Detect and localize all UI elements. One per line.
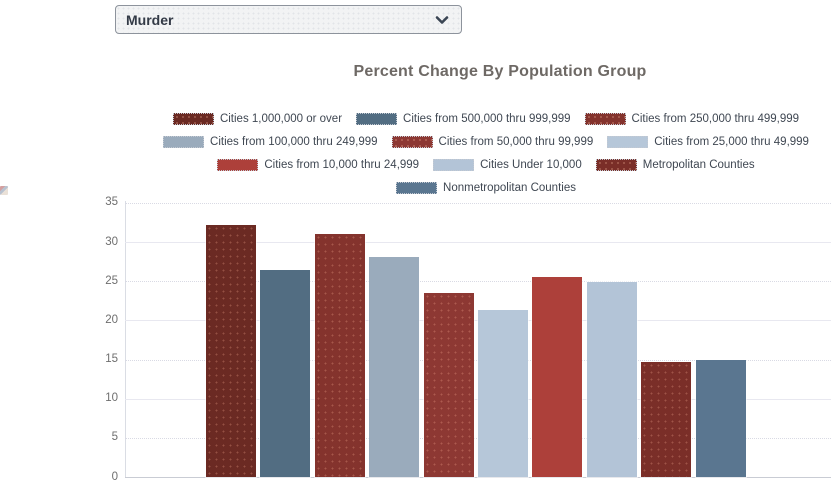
bar-3[interactable] xyxy=(313,233,366,478)
legend-label: Cities Under 10,000 xyxy=(480,158,582,171)
legend-swatch-icon xyxy=(396,181,438,194)
legend-item[interactable]: Cities from 100,000 thru 249,999 xyxy=(163,135,378,148)
crime-type-select[interactable]: Murder xyxy=(115,5,462,34)
x-axis-line xyxy=(125,477,831,478)
bar-9[interactable] xyxy=(640,360,693,479)
legend-label: Cities from 100,000 thru 249,999 xyxy=(210,135,378,148)
bar-6[interactable] xyxy=(477,309,529,478)
legend-item[interactable]: Cities from 10,000 thru 24,999 xyxy=(217,158,420,171)
legend-swatch-icon xyxy=(584,112,626,125)
y-axis-tick-label: 0 xyxy=(111,470,118,483)
y-axis-tick-label: 10 xyxy=(105,392,118,405)
legend-item[interactable]: Nonmetropolitan Counties xyxy=(396,181,576,194)
legend-swatch-icon xyxy=(595,158,637,171)
legend-swatch-icon xyxy=(163,135,205,148)
y-axis-tick-label: 5 xyxy=(111,431,118,444)
legend-swatch-icon xyxy=(356,112,398,125)
legend-label: Cities from 10,000 thru 24,999 xyxy=(264,158,420,171)
gridline xyxy=(125,281,831,283)
bar-4[interactable] xyxy=(368,256,421,478)
legend-row: Cities from 10,000 thru 24,999 Cities Und… xyxy=(130,153,839,176)
bar-1[interactable] xyxy=(205,223,257,479)
legend-row: Nonmetropolitan Counties xyxy=(130,176,839,199)
legend-row: Cities from 100,000 thru 249,999 Cities f… xyxy=(130,130,839,153)
bar-8[interactable] xyxy=(585,281,638,478)
legend-item[interactable]: Cities from 500,000 thru 999,999 xyxy=(356,112,571,125)
legend-label: Cities from 250,000 thru 499,999 xyxy=(631,112,800,125)
y-axis-tick-label: 20 xyxy=(105,313,118,326)
legend-label: Metropolitan Counties xyxy=(642,158,755,171)
y-axis-tick-label: 30 xyxy=(105,235,118,248)
y-axis-tick-label: 35 xyxy=(105,196,118,209)
legend-swatch-icon xyxy=(217,158,259,171)
bar-7[interactable] xyxy=(531,276,584,478)
bar-10[interactable] xyxy=(694,358,747,479)
legend-label: Cities from 25,000 thru 49,999 xyxy=(654,135,809,148)
crime-type-selected-value: Murder xyxy=(126,11,174,28)
legend-swatch-icon xyxy=(172,112,214,125)
gridline xyxy=(125,242,831,244)
y-axis-tick-label: 15 xyxy=(105,353,118,366)
legend-label: Nonmetropolitan Counties xyxy=(443,181,576,194)
legend-item[interactable]: Cities 1,000,000 or over xyxy=(172,112,343,125)
gridline xyxy=(125,202,831,204)
legend-row: Cities 1,000,000 or over Cities from 500,… xyxy=(130,107,839,130)
stray-artifact xyxy=(0,186,8,195)
legend-swatch-icon xyxy=(607,135,649,148)
legend-label: Cities from 50,000 thru 99,999 xyxy=(438,135,594,148)
legend-item[interactable]: Cities from 25,000 thru 49,999 xyxy=(607,135,809,148)
y-axis-tick-label: 25 xyxy=(105,274,118,287)
legend-item[interactable]: Metropolitan Counties xyxy=(595,158,755,171)
legend-swatch-icon xyxy=(433,158,475,171)
legend-label: Cities 1,000,000 or over xyxy=(219,112,343,125)
legend-swatch-icon xyxy=(391,135,433,148)
chart-title: Percent Change By Population Group xyxy=(353,63,647,80)
legend-item[interactable]: Cities Under 10,000 xyxy=(433,158,582,171)
legend-label: Cities from 500,000 thru 999,999 xyxy=(403,112,571,125)
bar-2[interactable] xyxy=(259,268,312,479)
legend-item[interactable]: Cities from 50,000 thru 99,999 xyxy=(391,135,594,148)
legend-item[interactable]: Cities from 250,000 thru 499,999 xyxy=(584,112,800,125)
bar-5[interactable] xyxy=(422,292,475,478)
chevron-down-icon xyxy=(435,15,449,25)
y-axis-line xyxy=(125,201,126,477)
chart-legend: Cities 1,000,000 or over Cities from 500,… xyxy=(130,107,839,199)
